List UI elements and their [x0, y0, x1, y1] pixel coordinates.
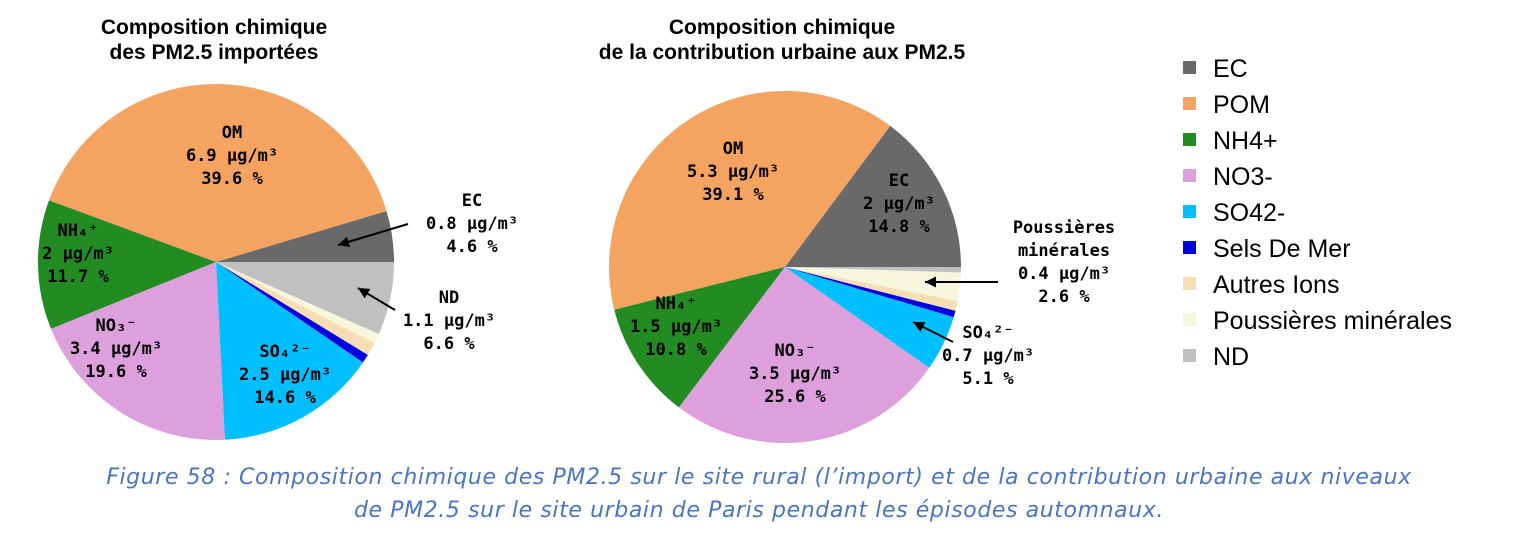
- pie-slice-nh4: [614, 267, 785, 408]
- pie-slice-nh4: [38, 200, 216, 329]
- data-label-pom: OM 5.3 µg/m³ 39.1 %: [687, 139, 779, 205]
- legend-swatch-autres-ions: [1183, 277, 1196, 290]
- data-label-nh4: NH₄⁺ 2 µg/m³ 11.7 %: [42, 221, 114, 287]
- pie-slice-poussieres-minerales: [216, 262, 379, 344]
- annotation-arrow-head: [338, 236, 351, 248]
- data-label-poussieres-minerales: Poussières minérales 0.4 µg/m³ 2.6 %: [1013, 218, 1115, 307]
- legend-label-sels-de-mer: Sels De Mer: [1213, 235, 1351, 263]
- legend-label-autres-ions: Autres Ions: [1213, 271, 1339, 299]
- data-label-ec: EC 0.8 µg/m³ 4.6 %: [426, 191, 518, 257]
- pie-slice-so42: [785, 267, 954, 368]
- data-label-pom: OM 6.9 µg/m³ 39.6 %: [186, 123, 278, 189]
- legend-swatch-so42: [1183, 205, 1196, 218]
- legend-swatch-ec: [1183, 61, 1196, 74]
- pie-slice-nd: [216, 262, 394, 334]
- pie-slice-pom: [48, 83, 387, 262]
- annotation-arrow-head: [925, 276, 936, 288]
- data-label-nh4: NH₄⁺ 1.5 µg/m³ 10.8 %: [630, 294, 722, 360]
- pie-slice-sels-de-mer: [785, 267, 956, 318]
- legend-label-nh4: NH4+: [1213, 127, 1278, 155]
- chart-title: Composition chimique de la contribution u…: [599, 16, 966, 64]
- pie-slice-ec: [785, 125, 961, 267]
- chart-title: Composition chimique des PM2.5 importées: [101, 16, 327, 64]
- legend-swatch-poussieres-minerales: [1183, 313, 1196, 326]
- legend-swatch-pom: [1183, 97, 1196, 110]
- data-label-no3: NO₃⁻ 3.4 µg/m³ 19.6 %: [70, 316, 162, 382]
- legend-swatch-nh4: [1183, 133, 1196, 146]
- legend-label-so42: SO42-: [1213, 199, 1285, 227]
- pie-chart-imported: Composition chimique des PM2.5 importées E…: [38, 16, 518, 440]
- pie-slice-poussieres-minerales: [785, 267, 961, 302]
- annotation-arrow-line: [337, 223, 409, 246]
- pie-slice-no3: [51, 262, 225, 440]
- pie-slice-pom: [609, 90, 891, 310]
- pie-slice-nd: [785, 267, 961, 273]
- annotation-arrow-head: [913, 322, 926, 332]
- data-label-so42: SO₄²⁻ 2.5 µg/m³ 14.6 %: [239, 342, 331, 408]
- data-label-ec: EC 2 µg/m³ 14.8 %: [863, 171, 935, 237]
- data-label-nd: ND 1.1 µg/m³ 6.6 %: [403, 288, 495, 354]
- legend-swatch-no3: [1183, 169, 1196, 182]
- pie-chart-urban: Composition chimique de la contribution u…: [599, 16, 1115, 444]
- legend-swatch-sels-de-mer: [1183, 241, 1196, 254]
- legend-label-no3: NO3-: [1213, 163, 1273, 191]
- caption-line-2: de PM2.5 sur le site urbain de Paris pen…: [353, 498, 1165, 523]
- pie-slice-autres-ions: [216, 262, 375, 355]
- pie-slice-ec: [216, 211, 394, 262]
- data-label-so42: SO₄²⁻ 0.7 µg/m³ 5.1 %: [942, 323, 1034, 389]
- legend-label-poussieres-minerales: Poussières minérales: [1213, 307, 1452, 335]
- legend-swatch-nd: [1183, 349, 1196, 362]
- caption-line-1: Figure 58 : Composition chimique des PM2…: [106, 465, 1412, 490]
- pie-slice-autres-ions: [785, 267, 958, 311]
- legend-label-nd: ND: [1213, 343, 1249, 371]
- data-label-no3: NO₃⁻ 3.5 µg/m³ 25.6 %: [749, 341, 841, 407]
- annotation-arrow-head: [358, 288, 371, 299]
- figure-caption: Figure 58 : Composition chimique des PM2…: [0, 461, 1518, 527]
- pie-slice-no3: [678, 267, 930, 444]
- pie-slice-so42: [216, 262, 363, 440]
- legend-label-pom: POM: [1213, 91, 1270, 119]
- legend-label-ec: EC: [1213, 55, 1248, 83]
- pie-slice-sels-de-mer: [216, 262, 368, 363]
- legend: EC POM NH4+ NO3- SO42- Sels De Mer Autres Ions…: [1183, 55, 1452, 371]
